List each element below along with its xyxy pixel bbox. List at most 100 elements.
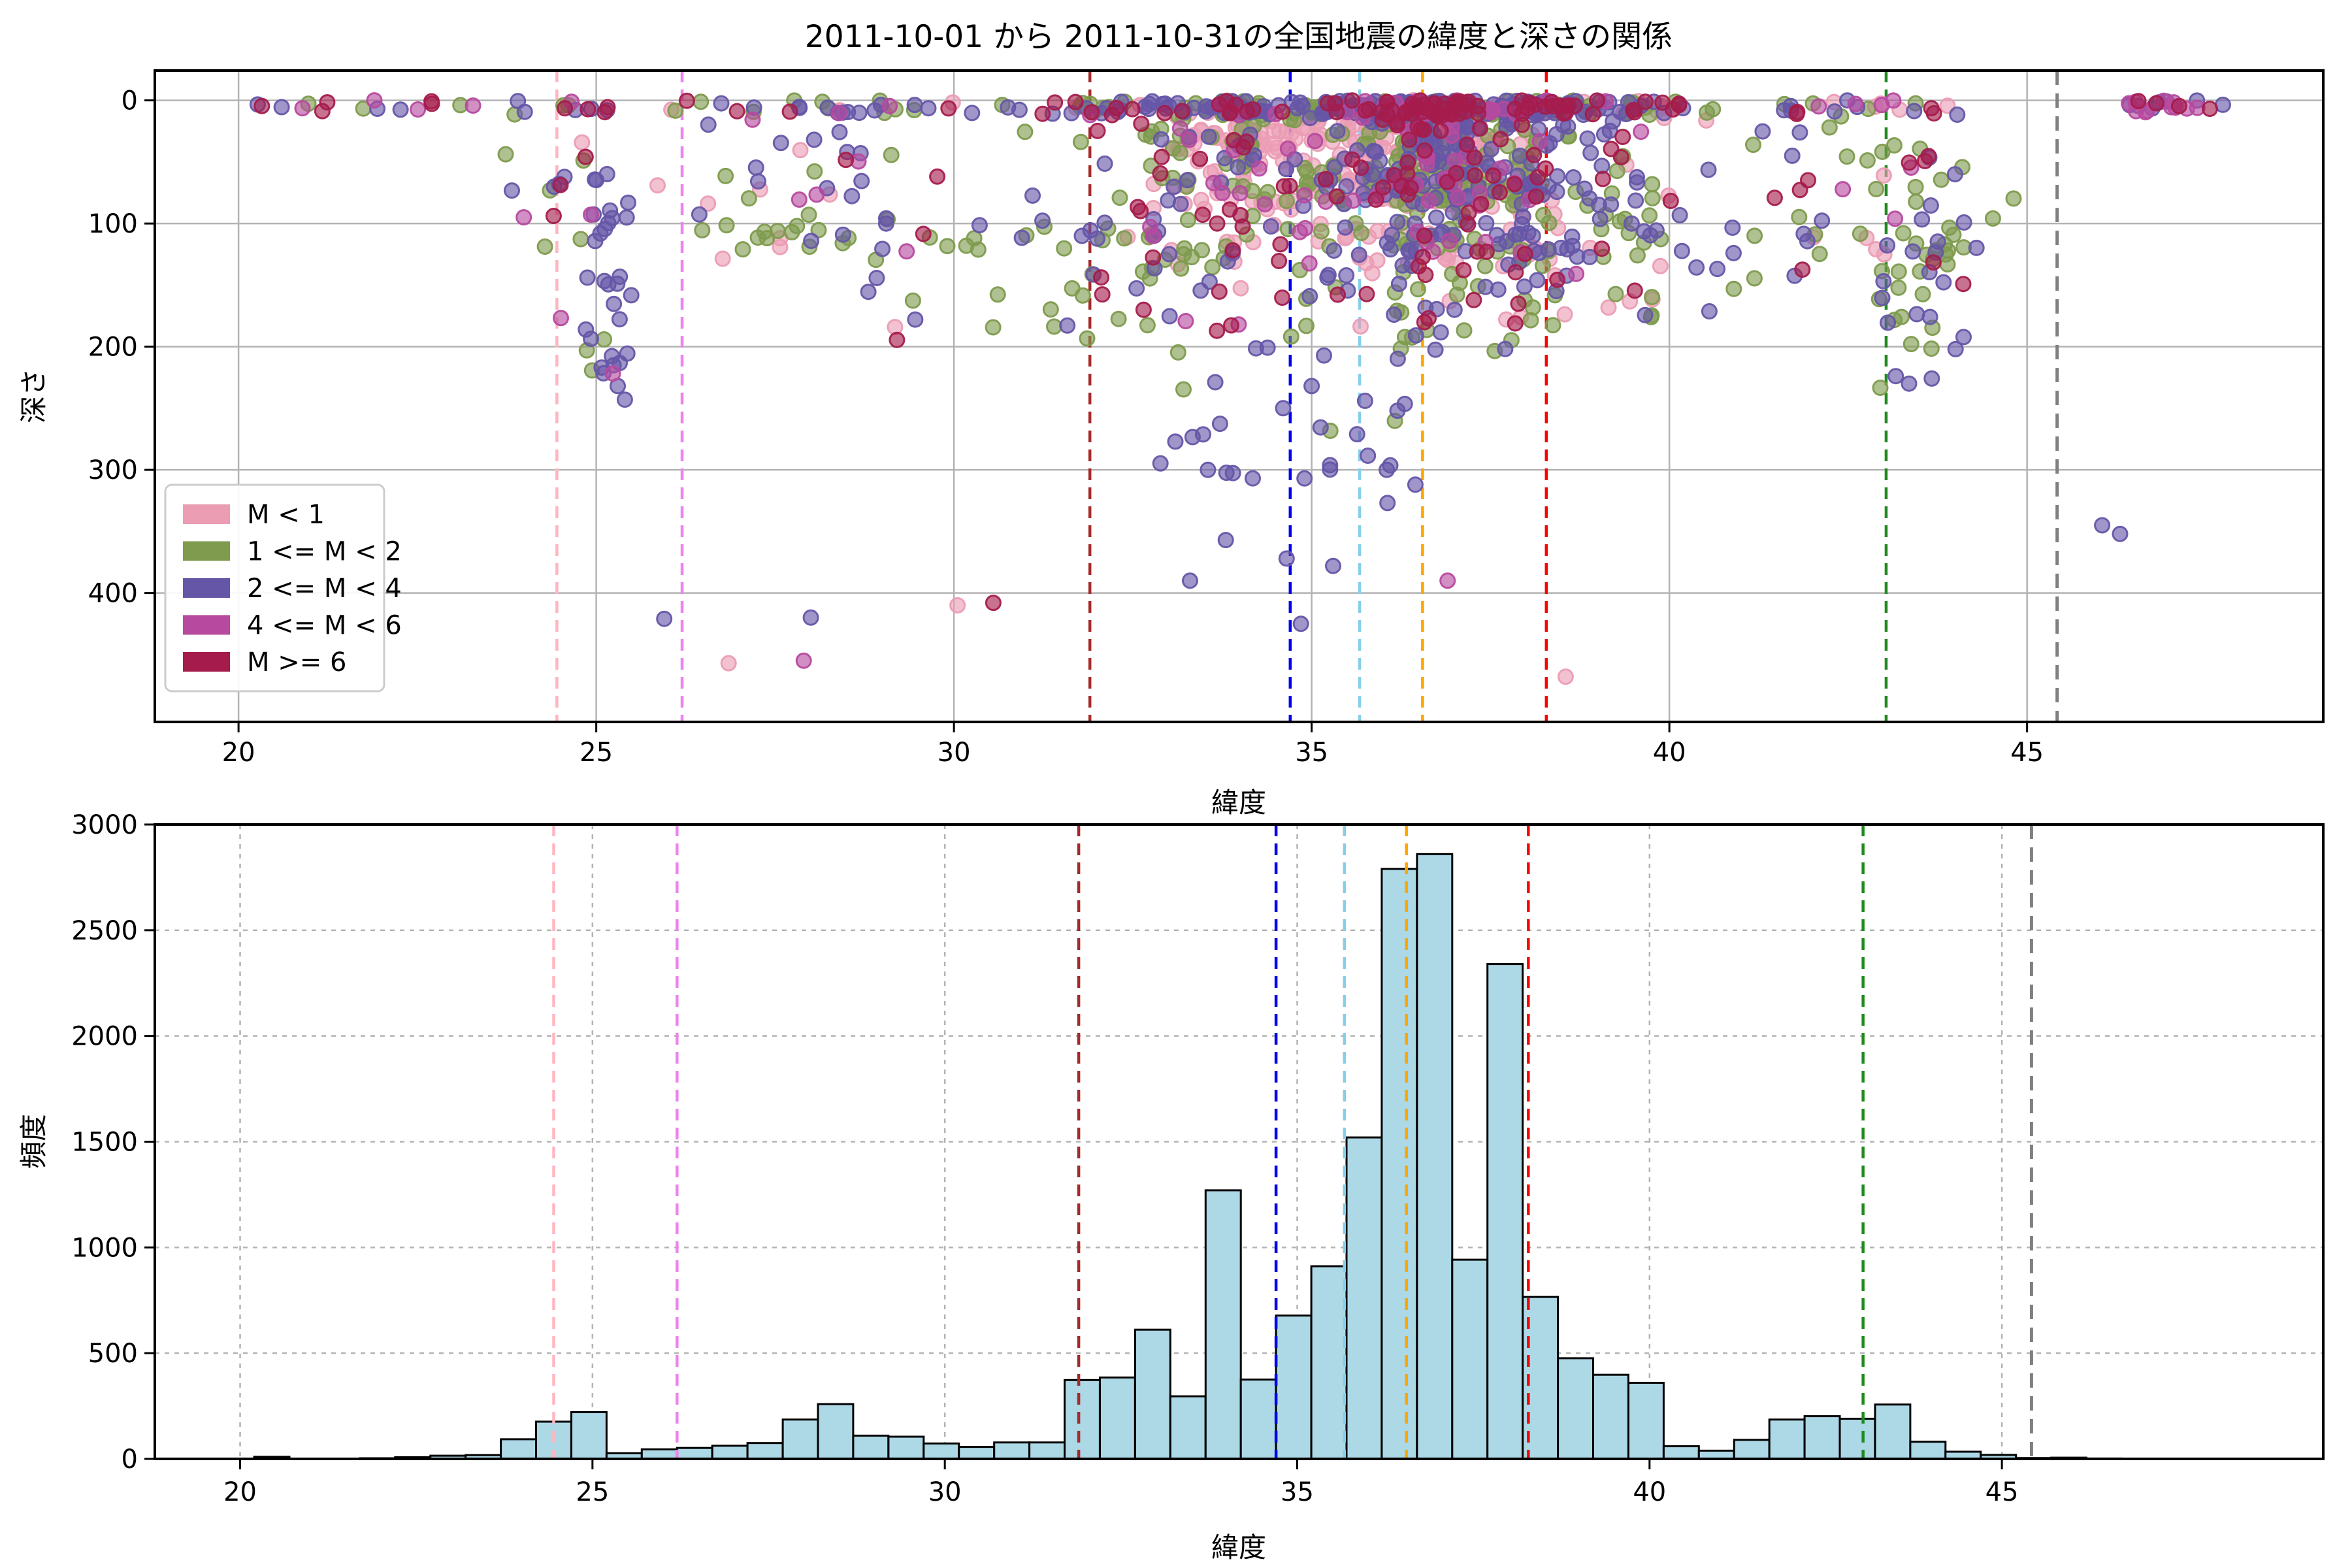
scatter-point — [1908, 306, 1925, 323]
scatter-point — [1507, 315, 1524, 332]
scatter-point — [1641, 207, 1658, 224]
scatter-point — [906, 97, 923, 114]
scatter-point — [806, 163, 823, 180]
scatter-point — [1568, 265, 1585, 282]
scatter-point — [1699, 104, 1715, 121]
scatter-point — [1292, 615, 1309, 632]
scatter-point — [1089, 122, 1106, 139]
scatter-point — [1390, 276, 1407, 292]
scatter-point — [1904, 243, 1921, 260]
scatter-point — [1507, 264, 1524, 281]
scatter-point — [1211, 96, 1228, 113]
scatter-point — [1563, 228, 1580, 245]
scatter-point — [1472, 120, 1488, 137]
legend-swatch — [183, 541, 230, 561]
scatter-point — [1879, 237, 1896, 254]
scatter-point — [1526, 146, 1543, 163]
x-tick-label: 25 — [580, 738, 613, 768]
scatter-point — [1565, 169, 1582, 186]
scatter-point — [915, 225, 932, 242]
scatter-point — [1874, 289, 1891, 306]
scatter-point — [964, 105, 981, 122]
scatter-point — [1516, 278, 1533, 295]
y-axis-label-bottom: 頻度 — [18, 1114, 50, 1169]
scatter-point — [577, 148, 594, 165]
legend-item: 1 <= M < 2 — [183, 537, 402, 567]
histogram-bar — [1310, 1265, 1348, 1460]
scatter-point — [1420, 310, 1437, 327]
scatter-point — [1221, 105, 1238, 122]
scatter-point — [618, 209, 635, 226]
scatter-point — [1200, 128, 1217, 145]
scatter-point — [1826, 103, 1843, 120]
scatter-point — [1626, 104, 1643, 121]
scatter-point — [1955, 329, 1972, 346]
scatter-point — [1360, 448, 1377, 464]
x-tick-label: 35 — [1281, 1477, 1314, 1507]
scatter-point — [1034, 105, 1051, 122]
scatter-point — [1946, 166, 1963, 183]
scatter-point — [1274, 103, 1291, 120]
scatter-point — [1317, 171, 1334, 188]
scatter-point — [1921, 308, 1938, 325]
scatter-point — [838, 152, 855, 169]
scatter-point — [1011, 101, 1028, 118]
scatter-point — [1582, 144, 1599, 161]
scatter-point — [1887, 368, 1904, 385]
scatter-point — [1358, 286, 1375, 302]
scatter-point — [1337, 219, 1354, 236]
scatter-point — [1094, 286, 1111, 303]
scatter-point — [1671, 206, 1688, 223]
scatter-point — [1627, 192, 1644, 209]
scatter-point — [1873, 97, 1890, 114]
scatter-point — [1428, 209, 1445, 226]
scatter-point — [1327, 95, 1344, 112]
scatter-point — [1745, 137, 1761, 154]
scatter-point — [1947, 340, 1964, 357]
scatter-point — [1072, 133, 1089, 150]
scatter-point — [1584, 106, 1601, 123]
scatter-point — [1600, 299, 1617, 316]
scatter-point — [1529, 169, 1546, 186]
scatter-point — [1301, 255, 1318, 272]
scatter-point — [2005, 190, 2022, 207]
scatter-point — [497, 146, 514, 163]
histogram-bar — [1239, 1379, 1277, 1460]
scatter-point — [1409, 118, 1426, 135]
scatter-point — [1142, 218, 1159, 235]
scatter-point — [1922, 197, 1939, 214]
scatter-point — [1529, 272, 1546, 289]
scatter-point — [1609, 163, 1625, 180]
scatter-point — [2148, 95, 2164, 112]
scatter-point — [1478, 215, 1495, 231]
scatter-point — [1338, 267, 1355, 284]
scatter-point — [1724, 220, 1741, 236]
scatter-point — [1356, 393, 1373, 409]
scatter-point — [1557, 105, 1574, 122]
scatter-point — [580, 101, 596, 118]
scatter-point — [1880, 314, 1896, 331]
scatter-point — [1272, 236, 1289, 253]
scatter-point — [1955, 214, 1972, 231]
scatter-point — [1179, 212, 1196, 229]
histogram-bar — [1874, 1403, 1912, 1460]
chart-title: 2011-10-01 から 2011-10-31の全国地震の緯度と深さの関係 — [805, 19, 1673, 55]
x-tick-label: 30 — [928, 1477, 962, 1507]
legend-item-label: M >= 6 — [247, 647, 346, 678]
x-axis-label-top: 緯度 — [1211, 787, 1266, 819]
scatter-point — [1644, 189, 1661, 206]
scatter-point — [1623, 215, 1640, 232]
scatter-point — [1514, 208, 1531, 225]
scatter-point — [1838, 148, 1855, 165]
scatter-point — [1629, 247, 1646, 264]
scatter-point — [600, 276, 617, 293]
scatter-point — [1278, 550, 1295, 567]
histogram-bar — [500, 1438, 537, 1460]
scatter-point — [1594, 171, 1611, 188]
scatter-point — [1303, 378, 1320, 395]
scatter-point — [1933, 171, 1950, 188]
scatter-point — [1200, 461, 1217, 478]
scatter-point — [1432, 324, 1449, 341]
scatter-point — [1835, 181, 1852, 198]
scatter-point — [1416, 142, 1433, 159]
